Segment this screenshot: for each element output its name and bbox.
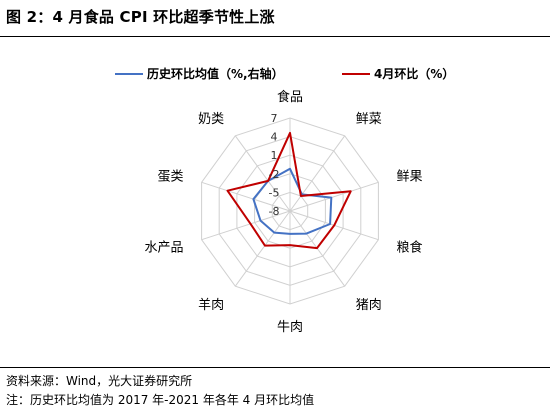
radial-tick-label: 4 bbox=[271, 131, 278, 144]
radial-tick-labels: 7 4 1 -2 -5 -8 bbox=[269, 112, 280, 218]
radial-tick-label: -5 bbox=[269, 186, 280, 199]
category-label: 蛋类 bbox=[157, 170, 183, 185]
category-label: 食品 bbox=[277, 89, 303, 105]
radial-tick-label: 7 bbox=[271, 112, 278, 125]
bottom-rule bbox=[0, 367, 550, 368]
radar-spokes bbox=[201, 118, 379, 304]
radial-tick-label: 1 bbox=[271, 149, 278, 162]
spoke-10 bbox=[234, 135, 291, 212]
spoke-7 bbox=[234, 210, 291, 287]
category-label: 猪肉 bbox=[356, 298, 382, 313]
spoke-2 bbox=[289, 135, 346, 212]
chart-legend: 历史环比均值（%,右轴） 4月环比（%） bbox=[115, 66, 454, 81]
spoke-8 bbox=[201, 210, 291, 241]
category-label: 鲜菜 bbox=[356, 112, 382, 127]
radial-tick-label: -8 bbox=[269, 205, 280, 218]
figure-title: 图 2：4 月食品 CPI 环比超季节性上涨 bbox=[6, 8, 275, 26]
legend-label-2: 4月环比（%） bbox=[374, 66, 454, 81]
category-label: 粮食 bbox=[397, 240, 423, 256]
spoke-9 bbox=[201, 181, 291, 212]
category-label: 水产品 bbox=[144, 241, 183, 256]
category-label: 奶类 bbox=[198, 112, 224, 127]
top-rule bbox=[0, 36, 550, 37]
radial-tick-label: -2 bbox=[269, 168, 280, 181]
legend-label-1: 历史环比均值（%,右轴） bbox=[147, 66, 284, 81]
category-label: 牛肉 bbox=[277, 320, 303, 335]
category-label: 羊肉 bbox=[198, 297, 224, 313]
category-label: 鲜果 bbox=[397, 170, 423, 185]
radar-chart: 历史环比均值（%,右轴） 4月环比（%） 7 4 1 -2 -5 -8 食品鲜菜鲜果粮食猪肉… bbox=[115, 66, 454, 335]
source-note: 资料来源：Wind，光大证券研究所 bbox=[6, 374, 193, 388]
series-layer bbox=[226, 131, 352, 250]
spoke-3 bbox=[289, 181, 379, 212]
footnote: 注：历史环比均值为 2017 年-2021 年各年 4 月环比均值 bbox=[6, 393, 315, 407]
